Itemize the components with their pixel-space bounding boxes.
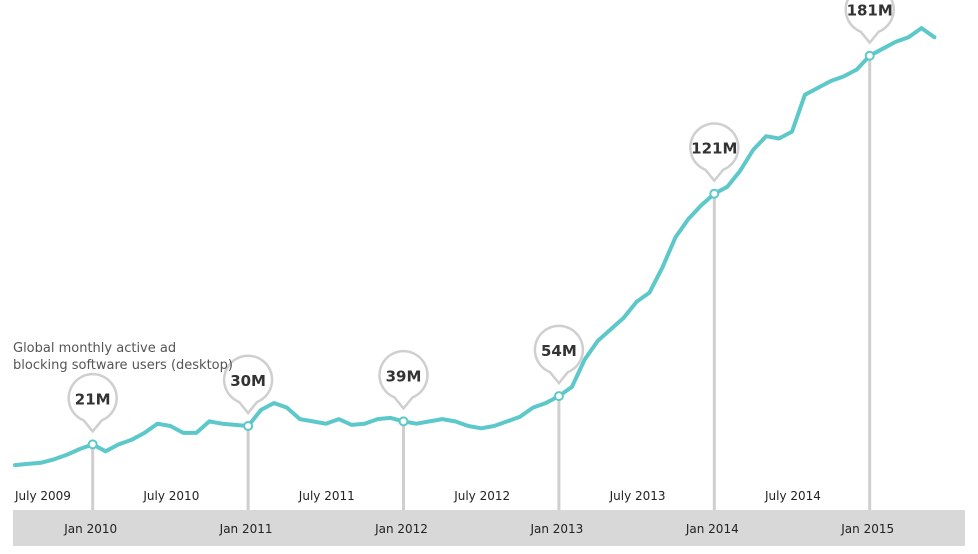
callout-marker [87, 439, 98, 450]
annotation-line-1: Global monthly active ad [13, 341, 177, 356]
x-tick-bottom-label: Jan 2011 [219, 522, 273, 536]
callout-label: 121M [691, 140, 737, 158]
x-tick-top-label: July 2013 [609, 489, 666, 503]
callout-marker [553, 391, 564, 402]
x-tick-top-label: July 2009 [14, 489, 71, 503]
callout-bubble [533, 324, 585, 386]
callout-label: 181M [847, 2, 893, 20]
bottom-tick-labels: Jan 2010 Jan 2011 Jan 2012 Jan 2013 Jan 2014… [63, 522, 894, 536]
x-tick-bottom-label: Jan 2010 [63, 522, 117, 536]
callout-label: 54M [541, 342, 577, 360]
callout-label: 39M [386, 367, 422, 385]
x-tick-top-label: July 2014 [764, 489, 821, 503]
callout-bubbles: 21M 30M 39M 54M 121M 181M [67, 0, 895, 434]
chart-annotation: Global monthly active ad blocking softwa… [13, 340, 243, 374]
callout-marker [243, 421, 254, 431]
callout-bubble [689, 122, 740, 183]
top-tick-labels: July 2009 July 2010 July 2011 July 2012 July… [14, 489, 821, 503]
callout-stems [91, 55, 872, 510]
callout-label: 21M [75, 390, 111, 408]
x-axis-band [13, 510, 965, 546]
callout-marker [398, 416, 409, 427]
callout-bubble [222, 354, 274, 415]
x-tick-top-label: July 2011 [298, 489, 355, 503]
callout-label: 30M [230, 372, 266, 390]
callout-bubble [844, 0, 895, 45]
annotation-line-2: blocking software users (desktop) [13, 358, 233, 373]
callout-markers [87, 50, 875, 450]
callout-bubble [378, 349, 429, 411]
x-tick-top-label: July 2012 [453, 489, 510, 503]
series-line [13, 26, 937, 468]
x-tick-bottom-label: Jan 2015 [840, 522, 894, 536]
callout-marker [864, 50, 875, 61]
callout-marker [709, 188, 720, 199]
x-tick-bottom-label: Jan 2012 [374, 522, 428, 536]
callout-bubble [67, 372, 118, 434]
x-tick-bottom-label: Jan 2014 [685, 522, 739, 536]
x-tick-bottom-label: Jan 2013 [529, 522, 583, 536]
x-tick-top-label: July 2010 [142, 489, 199, 503]
